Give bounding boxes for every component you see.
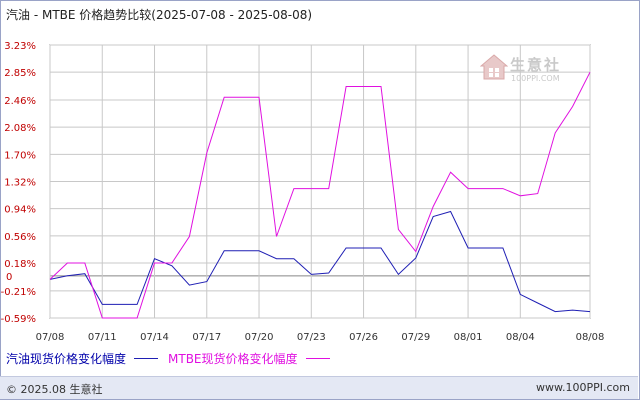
footer-copyright: © 2025.08 生意社 [6, 383, 103, 396]
y-tick-label: -0.21% [1, 287, 36, 298]
y-tick-label: 1.70% [4, 150, 36, 161]
x-tick-label: 07/29 [401, 332, 430, 343]
zero-line-label: 0 [6, 272, 12, 283]
house-logo-icon [479, 54, 509, 80]
x-tick-label: 07/23 [297, 332, 326, 343]
x-tick-label: 08/08 [576, 332, 605, 343]
x-tick-label: 08/04 [506, 332, 535, 343]
x-tick-label: 08/01 [454, 332, 483, 343]
footer-bar: © 2025.08 生意社 www.100PPI.com [0, 376, 638, 399]
y-tick-label: 1.32% [4, 178, 36, 189]
x-tick-label: 07/26 [349, 332, 378, 343]
y-tick-label: -0.59% [1, 314, 36, 325]
footer-website-link[interactable]: www.100PPI.com [536, 381, 630, 394]
y-tick-label: 2.46% [4, 96, 36, 107]
legend-item-mtbe-label: MTBE现货价格变化幅度 [168, 352, 298, 366]
x-tick-label: 07/14 [140, 332, 169, 343]
y-tick-label: 0.94% [4, 205, 36, 216]
x-tick-label: 07/17 [192, 332, 221, 343]
watermark-brand: 生意社 [510, 56, 562, 74]
y-tick-label: 2.85% [4, 68, 36, 79]
legend-item-gasoline-swatch [134, 358, 159, 359]
x-tick-label: 07/08 [36, 332, 65, 343]
legend-item-mtbe-swatch [305, 358, 330, 359]
watermark-logo: 生意社 100PPI.COM [479, 54, 580, 88]
series-line-gasoline [49, 210, 591, 313]
y-tick-label: 0.18% [4, 259, 36, 270]
legend-item-gasoline-label: 汽油现货价格变化幅度 [6, 352, 127, 366]
chart-legend: 汽油现货价格变化幅度 MTBE现货价格变化幅度 [6, 350, 340, 367]
y-tick-label: 0.56% [4, 232, 36, 243]
chart-title: 汽油 - MTBE 价格趋势比较(2025-07-08 - 2025-08-08… [6, 8, 313, 22]
series-line-mtbe [49, 71, 591, 319]
watermark-url: 100PPI.COM [511, 74, 560, 83]
y-tick-label: 3.23% [4, 41, 36, 52]
y-tick-label: 2.08% [4, 123, 36, 134]
x-tick-label: 07/20 [245, 332, 274, 343]
x-tick-label: 07/11 [88, 332, 117, 343]
